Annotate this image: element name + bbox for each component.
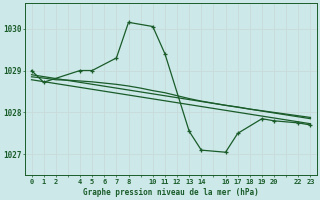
X-axis label: Graphe pression niveau de la mer (hPa): Graphe pression niveau de la mer (hPa) (83, 188, 259, 197)
